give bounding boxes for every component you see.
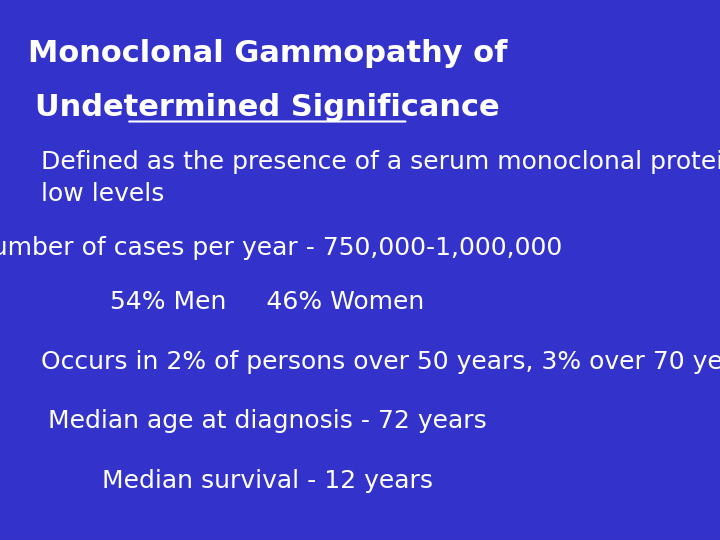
Text: Monoclonal Gammopathy of: Monoclonal Gammopathy of xyxy=(27,39,507,69)
Text: 54% Men     46% Women: 54% Men 46% Women xyxy=(110,291,424,314)
Text: Defined as the presence of a serum monoclonal protein at
low levels: Defined as the presence of a serum monoc… xyxy=(41,151,720,206)
Text: Median age at diagnosis - 72 years: Median age at diagnosis - 72 years xyxy=(48,409,487,433)
Text: Median survival - 12 years: Median survival - 12 years xyxy=(102,469,433,492)
Text: Undetermined Significance: Undetermined Significance xyxy=(35,93,500,123)
Text: Number of cases per year - 750,000-1,000,000: Number of cases per year - 750,000-1,000… xyxy=(0,237,562,260)
Text: Occurs in 2% of persons over 50 years, 3% over 70 years: Occurs in 2% of persons over 50 years, 3… xyxy=(41,350,720,374)
